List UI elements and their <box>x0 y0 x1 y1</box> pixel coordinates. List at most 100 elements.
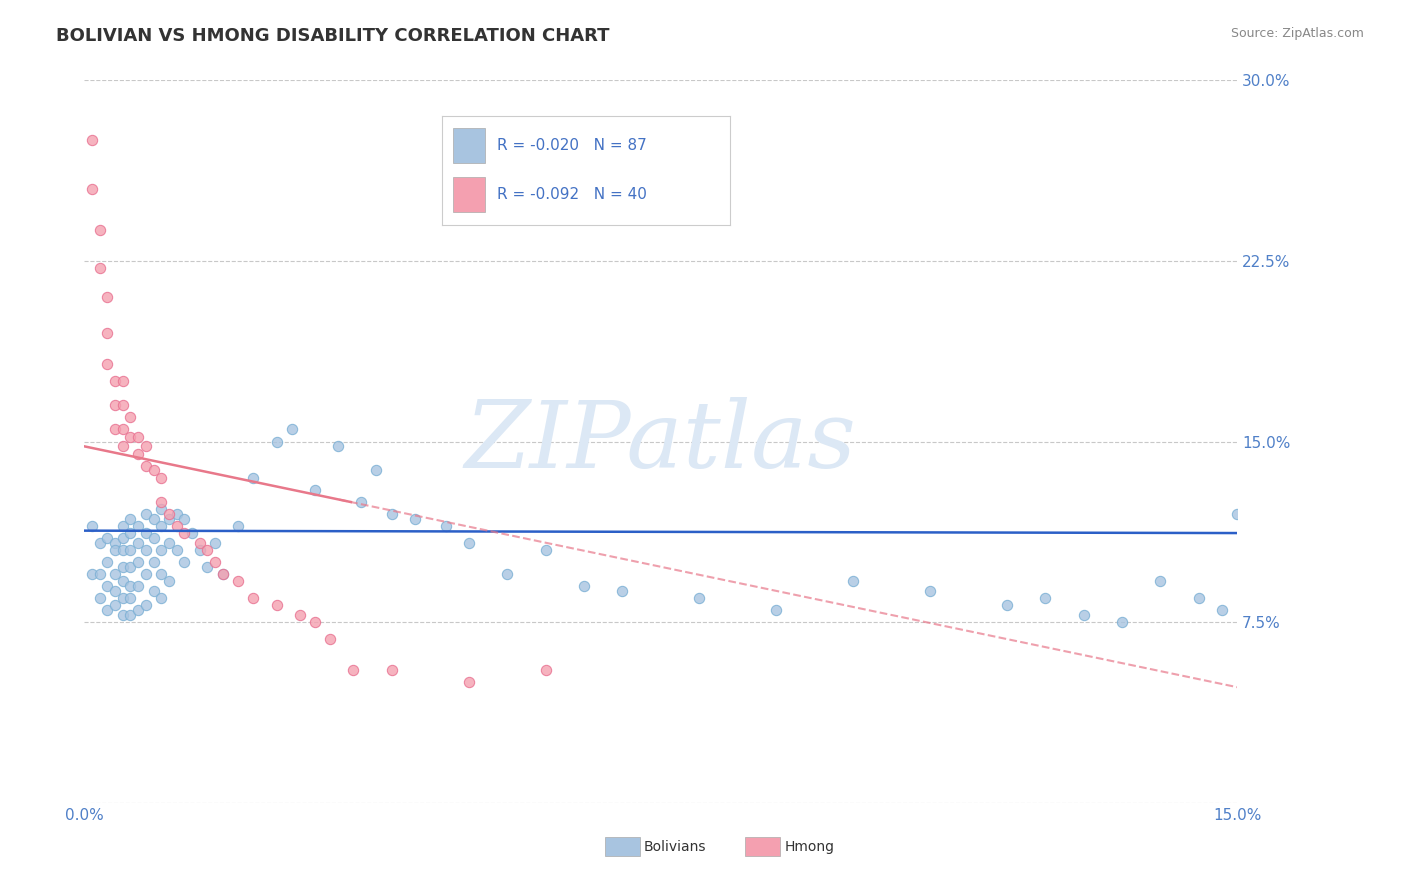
Point <box>135 439 157 453</box>
Point <box>157 511 180 525</box>
Point <box>204 555 226 569</box>
Point <box>104 542 127 557</box>
Point <box>96 555 118 569</box>
Text: Bolivians: Bolivians <box>644 839 706 854</box>
Point <box>89 591 111 605</box>
Point <box>918 583 941 598</box>
Point <box>142 511 165 525</box>
Point <box>496 567 519 582</box>
Point <box>150 494 173 508</box>
Point <box>142 555 165 569</box>
Point <box>842 574 865 589</box>
Point <box>457 675 479 690</box>
Point <box>150 518 173 533</box>
Point <box>142 583 165 598</box>
Point <box>111 374 134 388</box>
Point <box>127 518 149 533</box>
Point <box>204 535 226 549</box>
Point <box>135 458 157 473</box>
Text: Source: ZipAtlas.com: Source: ZipAtlas.com <box>1230 27 1364 40</box>
Point <box>111 574 134 589</box>
Point <box>142 531 165 545</box>
Point <box>211 567 233 582</box>
Point <box>127 603 149 617</box>
Point <box>1188 591 1211 605</box>
Point <box>211 567 233 582</box>
Point <box>326 439 349 453</box>
Point <box>135 542 157 557</box>
Point <box>96 531 118 545</box>
Point <box>135 567 157 582</box>
Point <box>104 599 127 613</box>
Point <box>127 579 149 593</box>
Point <box>166 542 188 557</box>
Point <box>150 502 173 516</box>
Point <box>120 607 142 622</box>
Point <box>1211 603 1233 617</box>
Point <box>127 535 149 549</box>
Text: ZIPatlas: ZIPatlas <box>465 397 856 486</box>
Point <box>166 518 188 533</box>
Point <box>288 607 311 622</box>
Point <box>104 422 127 436</box>
Point <box>173 526 195 541</box>
Point <box>111 559 134 574</box>
Point <box>366 463 388 477</box>
Point <box>534 542 557 557</box>
Point <box>995 599 1018 613</box>
Point <box>96 326 118 340</box>
Point <box>457 535 479 549</box>
Point <box>120 410 142 425</box>
Point <box>181 526 204 541</box>
Point <box>120 526 142 541</box>
Point <box>135 599 157 613</box>
Point <box>157 574 180 589</box>
Point <box>572 579 595 593</box>
Point <box>96 579 118 593</box>
Point <box>1073 607 1095 622</box>
Text: BOLIVIAN VS HMONG DISABILITY CORRELATION CHART: BOLIVIAN VS HMONG DISABILITY CORRELATION… <box>56 27 610 45</box>
Point <box>226 574 249 589</box>
Point <box>381 507 404 521</box>
Point <box>120 511 142 525</box>
Point <box>89 222 111 236</box>
Point <box>111 518 134 533</box>
Point <box>89 535 111 549</box>
Point <box>226 518 249 533</box>
Point <box>111 531 134 545</box>
Point <box>188 535 211 549</box>
Point <box>173 555 195 569</box>
Point <box>765 603 787 617</box>
Point <box>1226 507 1249 521</box>
Point <box>157 507 180 521</box>
Point <box>242 470 264 484</box>
Point <box>96 290 118 304</box>
Point <box>342 664 364 678</box>
Point <box>104 398 127 412</box>
Point <box>188 542 211 557</box>
Point <box>120 542 142 557</box>
Point <box>195 542 218 557</box>
Point <box>120 559 142 574</box>
Point <box>111 542 134 557</box>
Text: Hmong: Hmong <box>785 839 835 854</box>
Point <box>80 518 103 533</box>
Point <box>195 559 218 574</box>
Point <box>120 579 142 593</box>
Point <box>381 664 404 678</box>
Point <box>111 607 134 622</box>
Point <box>135 526 157 541</box>
Point <box>242 591 264 605</box>
Point <box>266 599 288 613</box>
Point <box>304 483 326 497</box>
Point <box>127 555 149 569</box>
Point <box>150 567 173 582</box>
Point <box>404 511 426 525</box>
Point <box>111 398 134 412</box>
Point <box>1033 591 1056 605</box>
Point <box>612 583 634 598</box>
Point <box>80 567 103 582</box>
Point <box>120 591 142 605</box>
Point <box>111 422 134 436</box>
Point <box>111 439 134 453</box>
